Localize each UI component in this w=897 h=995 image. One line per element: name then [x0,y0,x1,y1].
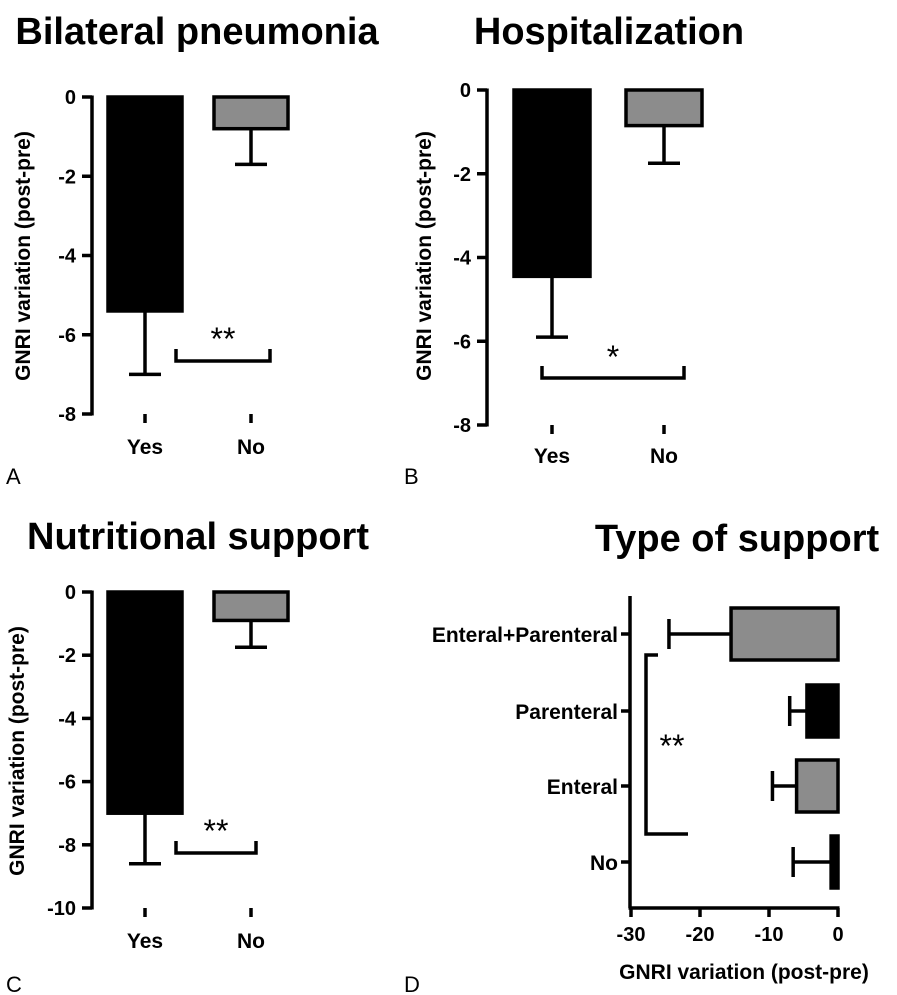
significance-label: ** [660,728,685,764]
panel-letter: A [6,464,21,489]
x-tick-label: Yes [127,930,163,953]
y-tick-label: 0 [460,80,471,102]
significance-bracket [174,349,272,363]
y-tick-label: -2 [58,166,76,188]
panel-letter: D [404,972,420,995]
y-tick-label: 0 [65,582,76,604]
y-tick-label: -6 [58,325,76,347]
bar-enteral [794,758,840,814]
x-tick-label: No [237,436,265,459]
panel-letter: C [6,972,22,995]
y-tick-label: -6 [453,331,471,353]
chart-title: Nutritional support [27,516,369,558]
bar-yes [106,590,184,815]
bar-no [212,95,290,131]
x-axis-label: GNRI variation (post-pre) [619,961,869,984]
y-tick-label: Enteral [547,776,618,799]
y-tick-label: -8 [453,415,471,437]
chart-title: Hospitalization [474,11,744,53]
x-tick-label: -10 [755,924,784,946]
chart-title: Bilateral pneumonia [15,11,379,53]
y-tick-label: -4 [58,246,77,268]
bar-yes [106,95,184,313]
panel-c: Nutritional support GNRI variation (post-… [6,516,369,995]
bar-no [624,88,704,128]
significance-label: ** [204,813,229,849]
y-tick-label: Parenteral [515,701,618,724]
y-tick-label: Enteral+Parenteral [432,624,618,647]
significance-bracket [174,841,258,855]
y-axis-label: GNRI variation (post-pre) [6,626,29,876]
panel-a: Bilateral pneumonia GNRI variation (post-… [6,11,379,489]
y-tick-label: -10 [47,898,76,920]
significance-label: ** [211,321,236,357]
bar-no [212,590,290,623]
y-axis-label: GNRI variation (post-pre) [12,131,35,381]
bar-no [829,834,840,890]
y-axis-label: GNRI variation (post-pre) [413,131,436,381]
y-tick-label: -8 [58,404,76,426]
panel-letter: B [404,464,419,489]
bar-yes [512,88,592,279]
significance-label: * [607,339,619,375]
panel-b: Hospitalization GNRI variation (post-pre)… [404,11,744,489]
x-tick-label: No [237,930,265,953]
x-tick-label: -30 [617,924,646,946]
chart-title: Type of support [595,518,880,560]
x-tick-label: -20 [686,924,715,946]
x-tick-label: 0 [832,924,843,946]
bar-enteral-parenteral [729,606,840,662]
y-tick-label: -2 [58,645,76,667]
x-tick-label: Yes [534,445,570,468]
x-tick-label: No [650,445,678,468]
y-tick-label: -2 [453,164,471,186]
bar-parenteral [805,683,840,739]
panel-d: Type of support GNRI variation (post-pre)… [404,518,879,995]
y-tick-label: -6 [58,772,76,794]
y-tick-label: 0 [65,87,76,109]
y-tick-label: -8 [58,835,76,857]
significance-bracket [540,366,686,380]
y-tick-label: No [590,852,618,875]
y-tick-label: -4 [58,708,77,730]
y-tick-label: -4 [453,248,472,270]
significance-bracket [644,653,688,836]
x-tick-label: Yes [127,436,163,459]
